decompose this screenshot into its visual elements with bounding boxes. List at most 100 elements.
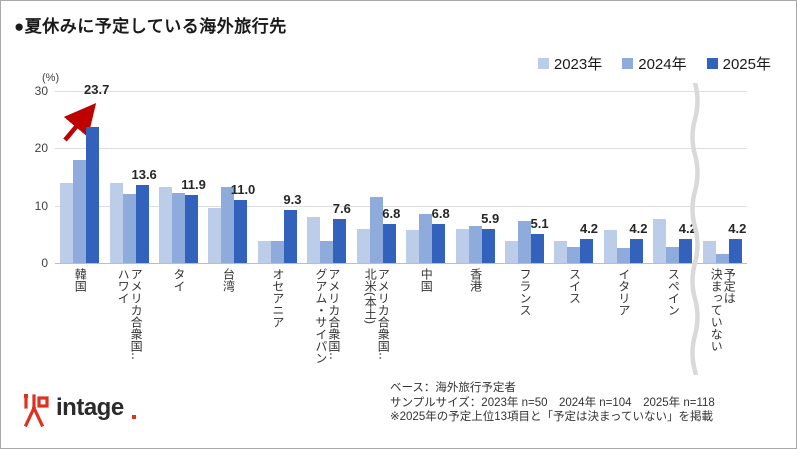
intage-logo-mark-icon (23, 394, 49, 427)
bar-2023年 (356, 228, 370, 263)
gridline (55, 148, 747, 150)
bar-group-イタリア (599, 91, 648, 263)
intage-logo: intage (20, 393, 136, 427)
x-axis-label-香港: 香港 (450, 268, 499, 292)
bar-2024年 (270, 240, 284, 263)
x-axis-label-スイス: スイス (549, 268, 598, 304)
value-label-2025: 6.8 (382, 206, 401, 222)
bar-2025年 (432, 224, 446, 263)
bar-2023年 (603, 230, 617, 263)
value-label-2025: 13.6 (131, 167, 157, 183)
x-axis-label-line: アメリカ合衆国‥ (376, 268, 391, 361)
legend-label: 2023年 (553, 56, 603, 73)
y-axis-unit: (%) (42, 72, 60, 84)
bar-2025年 (629, 238, 643, 263)
bar-2023年 (208, 207, 222, 263)
intage-logo-wordmark: intage (56, 394, 124, 421)
bar-2023年 (109, 182, 123, 263)
intage-logo-dot (131, 415, 136, 419)
bar-2025年 (283, 209, 297, 263)
bar-2025年 (234, 199, 248, 263)
bar-group-オセアニア (253, 91, 302, 263)
legend-item-2024年: 2024年 (622, 53, 687, 74)
value-label-2025: 7.6 (332, 201, 351, 217)
bar-group-香港 (450, 91, 499, 263)
bar-2024年 (221, 186, 235, 263)
x-axis-label-オセアニア: オセアニア (253, 268, 302, 328)
x-axis-label-line: 予定は (722, 268, 737, 304)
x-axis-label-line: 韓国 (73, 268, 88, 292)
footnotes: ベース：海外旅行予定者 サンプルサイズ：2023年 n=50 2024年 n=1… (390, 381, 715, 425)
bar-group-アメリカ合衆国‥北米(本土) (352, 91, 401, 263)
x-axis-label-line: 香港 (468, 268, 483, 292)
bar-2023年 (159, 186, 173, 263)
legend-swatch-icon (537, 58, 549, 69)
x-axis-label-line: 北米(本土) (363, 268, 378, 324)
x-axis-label-line: ハワイ (116, 268, 131, 304)
bar-2024年 (73, 159, 87, 263)
bar-2025年 (185, 194, 199, 263)
y-tick-label: 30 (34, 84, 48, 98)
bar-2023年 (406, 230, 420, 263)
bar-2025年 (728, 238, 742, 263)
legend-item-2025年: 2025年 (706, 53, 771, 74)
bar-2024年 (616, 247, 630, 263)
bar-group-スイス (549, 91, 598, 263)
legend-label: 2025年 (722, 56, 771, 73)
legend-swatch-icon (706, 58, 718, 69)
bar-2024年 (419, 214, 433, 263)
x-axis-label-フランス: フランス (500, 268, 549, 316)
bar-2024年 (172, 193, 186, 263)
bar-2024年 (320, 240, 334, 263)
x-axis-label-アメリカ合衆国‥ハワイ: アメリカ合衆国‥ ハワイ (104, 268, 153, 360)
bar-2023年 (653, 219, 667, 263)
y-tick-label: 10 (34, 198, 48, 213)
x-axis-label-line: アメリカ合衆国‥ (326, 268, 341, 361)
x-axis-label-アメリカ合衆国‥北米(本土): アメリカ合衆国‥ 北米(本土) (352, 268, 401, 360)
bar-2025年 (382, 224, 396, 263)
x-axis-label-line: フランス (518, 268, 533, 316)
bar-2025年 (135, 185, 149, 263)
footnote-sample-size: サンプルサイズ：2023年 n=50 2024年 n=104 2025年 n=1… (390, 396, 715, 409)
value-label-2025: 11.9 (181, 176, 206, 192)
footnote-selection: ※2025年の予定上位13項目と「予定は決まっていない」を掲載 (390, 411, 713, 423)
value-label-2025: 4.2 (579, 220, 599, 236)
value-label-2025: 9.3 (283, 191, 302, 207)
value-label-2025: 5.1 (530, 215, 549, 231)
bar-2023年 (702, 240, 716, 263)
x-axis-label-タイ: タイ (154, 268, 203, 292)
x-axis-label-予定は決まっていない: 予定は 決まっていない (698, 268, 747, 352)
bar-group-フランス (500, 91, 549, 263)
bar-2024年 (666, 246, 680, 263)
x-axis-label-line: 中国 (419, 268, 434, 292)
chart-title: ●夏休みに予定している海外旅行先 (14, 17, 287, 36)
plot-area: 23.7 13.6 11.9 11.0 9.3 7.6 6.8 6.8 5.9 5.1 4.2 4.2… (55, 82, 747, 264)
bar-2024年 (468, 225, 482, 263)
x-axis-label-line: イタリア (616, 268, 631, 316)
x-axis-label-韓国: 韓国 (55, 268, 104, 292)
bar-group-台湾 (203, 91, 252, 263)
x-axis-label-line: オセアニア (270, 268, 285, 328)
legend: 2023年 2024年 2025年 (537, 53, 771, 74)
bar-2023年 (505, 241, 519, 263)
bar-2025年 (580, 238, 594, 263)
bar-group-韓国 (55, 91, 104, 263)
bar-group-中国 (401, 91, 450, 263)
value-label-2025: 4.2 (728, 220, 747, 236)
x-axis-label-line: アメリカ合衆国‥ (129, 268, 144, 361)
x-axis-label-イタリア: イタリア (599, 268, 648, 316)
y-tick-label: 0 (41, 256, 48, 270)
x-axis-label-line: スペイン (666, 268, 681, 316)
footnote-base: ベース：海外旅行予定者 (390, 382, 516, 394)
bar-2023年 (307, 217, 321, 263)
bar-2023年 (554, 241, 568, 263)
x-axis-label-line: 決まっていない (709, 268, 724, 352)
x-axis-label-スペイン: スペイン (648, 268, 697, 316)
value-label-2025: 6.8 (431, 206, 450, 222)
x-axis-label-line: スイス (567, 268, 582, 304)
bar-group-スペイン (648, 91, 697, 263)
bar-group-アメリカ合衆国‥ハワイ (104, 91, 153, 263)
bar-2025年 (531, 233, 545, 263)
legend-swatch-icon (622, 58, 634, 69)
x-axis-label-中国: 中国 (401, 268, 450, 292)
